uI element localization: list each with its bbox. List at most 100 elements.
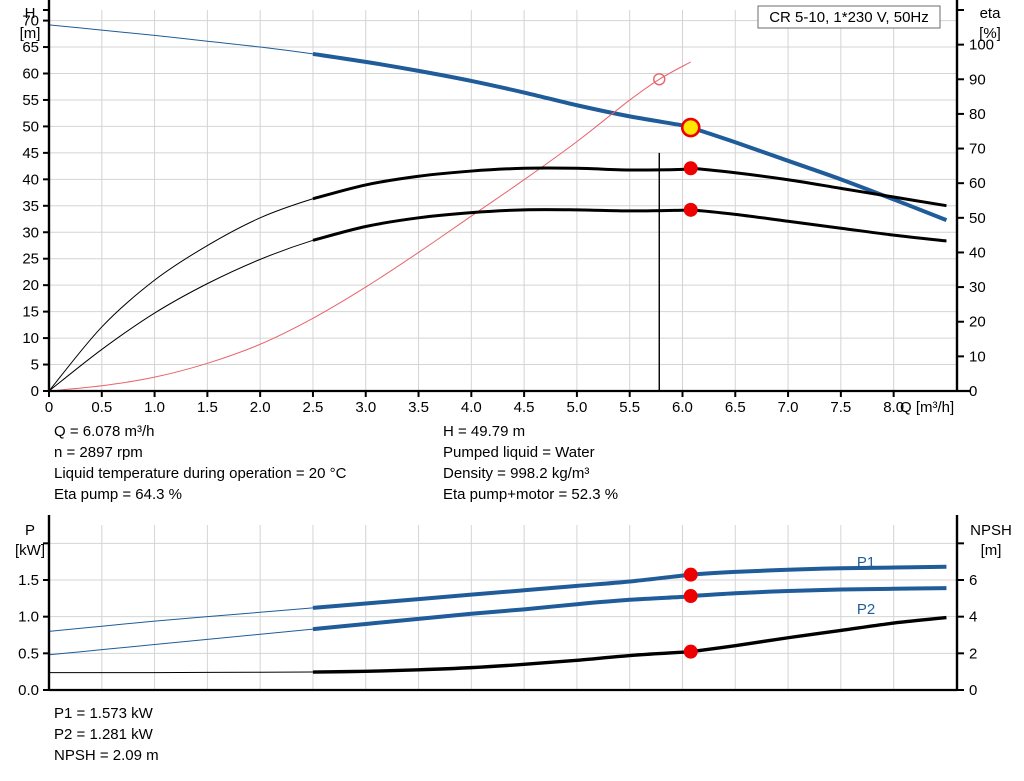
x-tick-label: 1.5 (197, 399, 218, 415)
y-tick-label-left: 0 (31, 383, 39, 400)
y-tick-label-left: 50 (22, 118, 39, 135)
x-tick-label: 4.0 (461, 399, 482, 415)
x-tick-label: 2.0 (250, 399, 271, 415)
y-axis-left-title: H (25, 5, 36, 22)
y-tick-label-left: 20 (22, 277, 39, 294)
curve-thin-2 (48, 167, 947, 392)
y-tick-label-left: 5 (31, 357, 39, 374)
curve-thin-0 (48, 566, 947, 632)
x-tick-label: 3.5 (408, 399, 429, 415)
y-tick-label-right: 100 (969, 37, 994, 54)
duty-info-left-line-2: Liquid temperature during operation = 20… (54, 465, 347, 482)
y-axis-right-unit: [%] (979, 25, 1001, 42)
power-npsh-chart: 0.0 0.5 1.0 1.5 0 2 4 6 P [kW] NPSH [m] P1 P2 (0, 515, 1024, 705)
duty-info-right-line-3: Eta pump+motor = 52.3 % (443, 486, 619, 503)
curve-thin-2 (48, 617, 947, 674)
curve-thin-1 (48, 587, 947, 656)
duty-point (680, 117, 701, 138)
y-tick-label-right: 90 (969, 71, 986, 88)
y-tick-label-right: 60 (969, 175, 986, 192)
duty-info-right-line-0: H = 49.79 m (443, 423, 526, 440)
x-tick-label: 6.0 (672, 399, 693, 415)
y-tick-label-right: 0 (969, 383, 977, 400)
y-axis-right-unit: [m] (981, 542, 1002, 559)
y-tick-label-left: 0.5 (18, 645, 39, 662)
y-axis-left-unit: [m] (20, 25, 41, 42)
x-tick-label: 3.0 (355, 399, 376, 415)
power-info-line-1: P2 = 1.281 kW (54, 726, 153, 743)
x-tick-label: 7.0 (778, 399, 799, 415)
y-tick-label-left: 70 (22, 13, 39, 30)
y-tick-label-right: 4 (969, 609, 977, 626)
p2-curve-label: P2 (857, 601, 875, 618)
power-npsh-chart-svg: 0.0 0.5 1.0 1.5 0 2 4 6 P [kW] NPSH [m] P1 P2 (15, 515, 1012, 699)
duty-info-right-line-1: Pumped liquid = Water (443, 444, 595, 461)
x-tick-label: 0.5 (91, 399, 112, 415)
p2-duty-marker (683, 589, 698, 604)
y-tick-label-left: 1.5 (18, 572, 39, 589)
duty-info-left-line-1: n = 2897 rpm (54, 444, 143, 461)
duty-info-left: Q = 6.078 m³/h n = 2897 rpm Liquid tempe… (54, 421, 346, 505)
y-axis-left-unit: [kW] (15, 542, 45, 559)
power-info: P1 = 1.573 kW P2 = 1.281 kW NPSH = 2.09 … (54, 703, 159, 766)
y-tick-label-left: 1.0 (18, 609, 39, 626)
title-box-label: CR 5-10, 1*230 V, 50Hz (769, 9, 929, 26)
p1-duty-marker (683, 567, 698, 582)
curve-thin-3 (48, 209, 947, 392)
y-tick-label-left: 25 (22, 251, 39, 268)
curve-1 (48, 61, 691, 392)
duty-info-left-line-0: Q = 6.078 m³/h (54, 423, 155, 440)
y-axis-left-title: P (25, 522, 35, 539)
duty-info-right: H = 49.79 m Pumped liquid = Water Densit… (443, 421, 618, 505)
y-tick-label-right: 10 (969, 348, 986, 365)
y-axis-right-title: NPSH (970, 522, 1012, 539)
x-tick-label: 8.0 (883, 399, 904, 415)
power-info-line-0: P1 = 1.573 kW (54, 705, 153, 722)
x-tick-label: 1.0 (144, 399, 165, 415)
x-tick-label: 0 (45, 399, 53, 415)
curve-thick-0 (312, 51, 948, 222)
y-axis-right-title: eta (980, 5, 1002, 22)
title-box (757, 5, 941, 29)
x-tick-label: 7.5 (830, 399, 851, 415)
y-tick-label-right: 2 (969, 645, 977, 662)
p1-curve-label: P1 (857, 554, 875, 571)
y-tick-label-right: 80 (969, 106, 986, 123)
y-tick-label-left: 45 (22, 145, 39, 162)
curve-thick-0 (312, 564, 947, 610)
y-tick-label-left: 35 (22, 198, 39, 215)
y-tick-label-left: 40 (22, 171, 39, 188)
x-tick-label: 6.5 (725, 399, 746, 415)
eta-pump-motor-marker (683, 202, 698, 217)
eta-pump-marker (683, 161, 698, 176)
y-tick-label-right: 6 (969, 572, 977, 589)
y-tick-label-right: 70 (969, 141, 986, 158)
head-eta-chart-svg: 0 5 10 15 20 25 30 35 40 45 50 55 60 65 70 0 10 20 30 40 50 6… (20, 0, 1002, 415)
x-tick-label: 2.5 (303, 399, 324, 415)
x-axis-title: Q [m³/h] (900, 399, 954, 415)
y-tick-label-right: 50 (969, 210, 986, 227)
y-tick-label-left: 0.0 (18, 682, 39, 699)
y-tick-label-left: 30 (22, 224, 39, 241)
duty-info-left-line-3: Eta pump = 64.3 % (54, 486, 182, 503)
curve-thin-0 (48, 24, 947, 221)
head-eta-chart: 0 5 10 15 20 25 30 35 40 45 50 55 60 65 70 0 10 20 30 40 50 6… (20, 0, 1002, 415)
eta-pump-point (653, 73, 666, 86)
x-tick-label: 5.5 (619, 399, 640, 415)
y-tick-label-right: 30 (969, 279, 986, 296)
y-tick-label-left: 60 (22, 66, 39, 83)
y-tick-label-left: 10 (22, 330, 39, 347)
power-info-line-2: NPSH = 2.09 m (54, 747, 159, 764)
y-tick-label-right: 40 (969, 244, 986, 261)
curve-thick-1 (312, 586, 947, 632)
y-tick-label-right: 0 (969, 682, 977, 699)
x-tick-label: 4.5 (514, 399, 535, 415)
y-tick-label-right: 20 (969, 314, 986, 331)
y-tick-label-left: 65 (22, 39, 39, 56)
duty-info-right-line-2: Density = 998.2 kg/m³ (443, 465, 590, 482)
curve-thick-2 (312, 615, 947, 674)
npsh-duty-marker (683, 644, 698, 659)
y-tick-label-left: 15 (22, 304, 39, 321)
y-tick-label-left: 55 (22, 92, 39, 109)
